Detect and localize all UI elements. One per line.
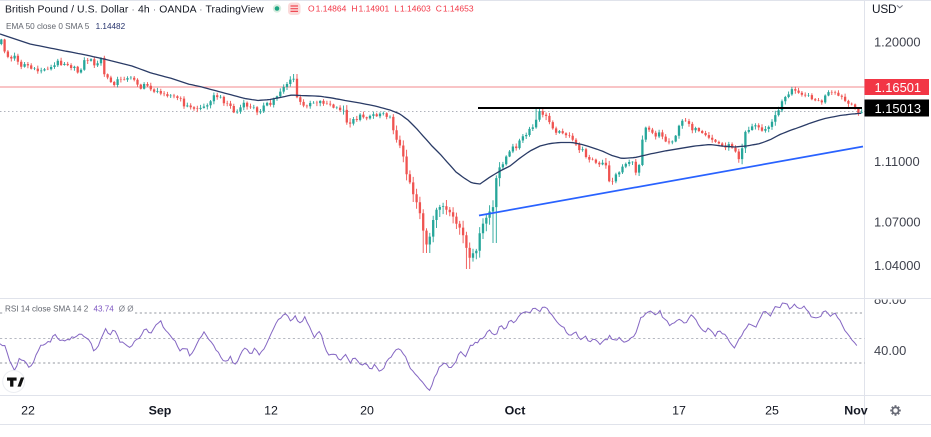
svg-text:40.00: 40.00 bbox=[874, 343, 906, 358]
svg-text:1.20000: 1.20000 bbox=[874, 35, 921, 50]
svg-text:USD: USD bbox=[872, 2, 896, 16]
svg-text:RSI 14 close SMA 14 2 43.74Ø Ø: RSI 14 close SMA 14 2 43.74 Ø Ø bbox=[5, 305, 134, 314]
svg-text:British Pound / U.S. Dollar ·: British Pound / U.S. Dollar · 4h · OANDA… bbox=[5, 5, 264, 16]
svg-text:1.15013: 1.15013 bbox=[875, 101, 922, 116]
svg-text:Sep: Sep bbox=[149, 404, 172, 418]
svg-text:80.00: 80.00 bbox=[874, 292, 906, 307]
svg-text:1.07000: 1.07000 bbox=[874, 215, 921, 230]
svg-text:1.04000: 1.04000 bbox=[874, 258, 921, 273]
svg-text:12: 12 bbox=[264, 404, 278, 418]
svg-text:EMA 50 close 0 SMA 5 1.14482: EMA 50 close 0 SMA 5 1.14482 bbox=[6, 22, 126, 31]
svg-text:17: 17 bbox=[672, 404, 686, 418]
svg-text:Nov: Nov bbox=[844, 404, 868, 418]
svg-text:1.11000: 1.11000 bbox=[874, 154, 920, 169]
svg-text:1.16501: 1.16501 bbox=[875, 80, 922, 95]
svg-text:22: 22 bbox=[21, 404, 35, 418]
svg-text:Oct: Oct bbox=[505, 404, 526, 418]
svg-text:25: 25 bbox=[765, 404, 779, 418]
svg-text:20: 20 bbox=[360, 404, 374, 418]
